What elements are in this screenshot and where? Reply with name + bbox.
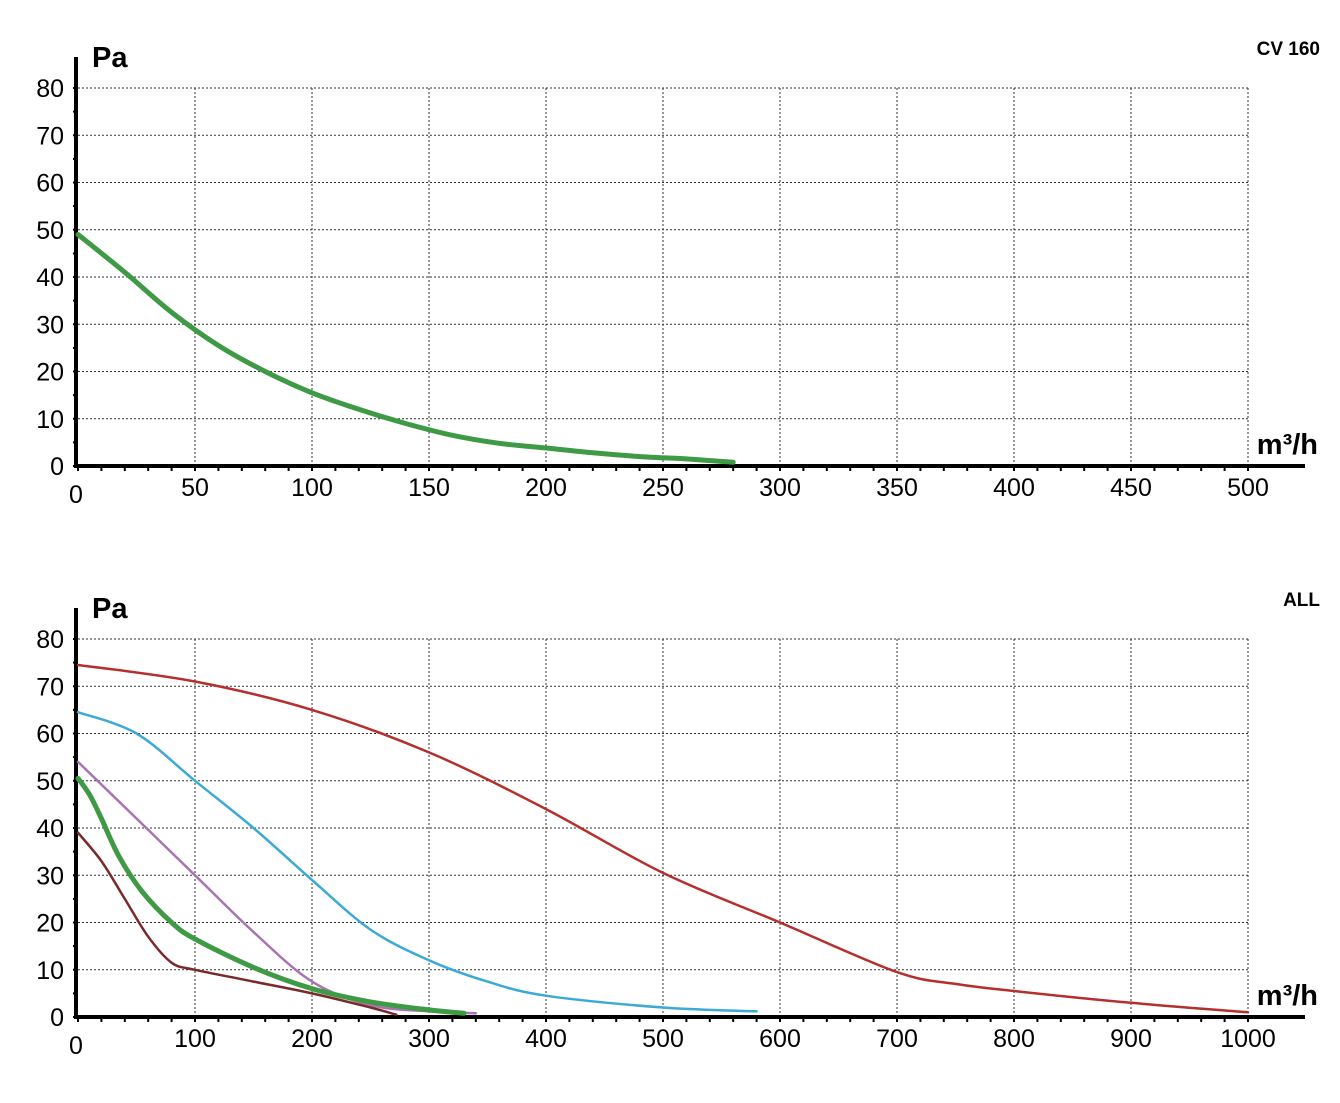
- chart2-x-tick-label: 200: [291, 1025, 333, 1053]
- chart1-series-1-line: [75, 232, 736, 465]
- chart2-x-tick-label: 400: [525, 1025, 567, 1053]
- chart1-x-tick-label: 400: [993, 474, 1035, 502]
- chart1-x-tick-label: 100: [291, 474, 333, 502]
- chart2-x-tick-label: 0: [69, 1032, 83, 1060]
- chart2: 0 100 200 300 400 500 600 700 800 900 1000 0 10 20 30 4…: [36, 590, 1320, 1060]
- chart1-x-tick-label: 200: [525, 474, 567, 502]
- chart2-y-tick-label: 40: [36, 815, 64, 843]
- chart1-y-tick-label: 50: [36, 217, 64, 245]
- chart1-x-tick-label: 50: [181, 474, 209, 502]
- chart1-x-tick-label: 500: [1227, 474, 1269, 502]
- chart2-series-2-line: [76, 710, 758, 1013]
- chart1-title: CV 160: [1257, 39, 1320, 60]
- chart2-y-axis-label: Pa: [92, 593, 128, 625]
- chart1-x-tick-label: 350: [876, 474, 918, 502]
- chart1-x-tick-label: 0: [69, 481, 83, 509]
- chart2-series-4-line: [75, 775, 467, 1016]
- chart2-series-1-line: [76, 663, 1250, 1014]
- chart2-x-tick-label: 500: [642, 1025, 684, 1053]
- chart2-x-tick-label: 1000: [1220, 1025, 1276, 1053]
- chart1-y-tick-label: 70: [36, 122, 64, 150]
- chart2-x-tick-label: 600: [759, 1025, 801, 1053]
- chart1-x-tick-label: 150: [408, 474, 450, 502]
- chart2-x-tick-label: 100: [174, 1025, 216, 1053]
- chart2-x-tick-label: 700: [876, 1025, 918, 1053]
- chart2-y-tick-label: 0: [50, 1004, 64, 1032]
- chart1-y-tick-label: 30: [36, 311, 64, 339]
- chart2-y-tick-label: 20: [36, 910, 64, 938]
- chart1-y-tick-label: 10: [36, 406, 64, 434]
- chart1-y-tick-label: 20: [36, 359, 64, 387]
- chart2-x-tick-label: 300: [408, 1025, 450, 1053]
- chart2-y-tick-label: 70: [36, 673, 64, 701]
- chart2-y-tick-label: 60: [36, 721, 64, 749]
- chart2-x-tick-label: 900: [1110, 1025, 1152, 1053]
- chart2-y-tick-label: 80: [36, 626, 64, 654]
- chart1-x-tick-label: 250: [642, 474, 684, 502]
- chart1: 0 50 100 150 200 250 300 350 400 450 500 0 10 20 30 40 5…: [36, 39, 1320, 509]
- chart2-y-tick-label: 30: [36, 862, 64, 890]
- chart2-y-tick-label: 50: [36, 768, 64, 796]
- chart2-y-tick-label: 10: [36, 957, 64, 985]
- chart1-y-axis-label: Pa: [92, 42, 128, 74]
- chart2-x-axis-label: m³/h: [1257, 980, 1318, 1012]
- chart1-y-tick-label: 60: [36, 170, 64, 198]
- chart1-y-tick-label: 0: [50, 453, 64, 481]
- chart2-x-tick-label: 800: [993, 1025, 1035, 1053]
- chart1-x-tick-label: 450: [1110, 474, 1152, 502]
- chart1-x-tick-label: 300: [759, 474, 801, 502]
- chart2-title: ALL: [1283, 590, 1320, 611]
- chart1-y-tick-label: 80: [36, 75, 64, 103]
- chart1-y-tick-label: 40: [36, 264, 64, 292]
- chart2-series-5-line: [76, 831, 398, 1016]
- chart1-x-axis-label: m³/h: [1257, 429, 1318, 461]
